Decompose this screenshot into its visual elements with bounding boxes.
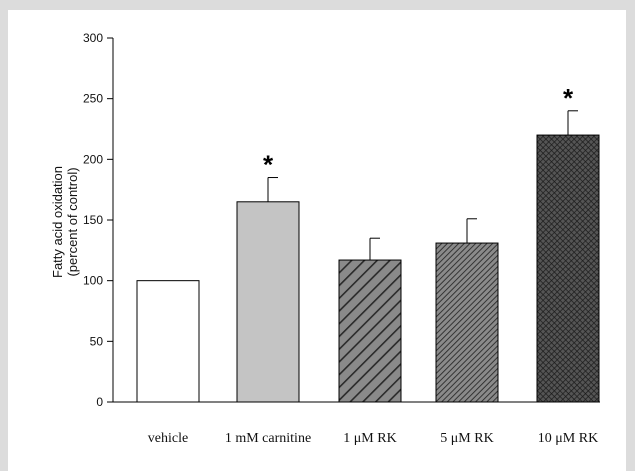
y-axis-title-line-2: (percent of control): [65, 167, 80, 276]
bar-vehicle: [136, 280, 200, 403]
y-tick-label: 250: [83, 92, 103, 106]
x-category-label-10-m-rk: 10 μM RK: [538, 431, 598, 446]
x-category-label-1-m-rk: 1 μM RK: [343, 431, 396, 446]
x-category-label-1-mm-carnitine: 1 mM carnitine: [225, 431, 311, 446]
y-axis-title: Fatty acid oxidation (percent of control…: [50, 166, 80, 278]
y-tick-label: 50: [90, 334, 104, 348]
y-tick-label: 0: [96, 395, 103, 409]
y-tick-label: 300: [83, 31, 103, 45]
significance-marker-10-m-rk: *: [563, 83, 574, 113]
bar-1-mm-carnitine: [236, 201, 300, 403]
bar-1-m-rk: [338, 259, 402, 403]
bar-10-m-rk: [536, 134, 600, 403]
bar-5-m-rk: [435, 242, 499, 403]
significance-marker-1-mm-carnitine: *: [263, 150, 274, 180]
y-tick-label: 100: [83, 274, 103, 288]
y-tick-label: 150: [83, 213, 103, 227]
chart-panel: [8, 10, 626, 471]
x-category-label-5-m-rk: 5 μM RK: [440, 431, 493, 446]
y-tick-label: 200: [83, 152, 103, 166]
x-category-label-vehicle: vehicle: [148, 431, 188, 446]
y-axis-title-line-1: Fatty acid oxidation: [50, 166, 65, 278]
plot-area: 0 50 100 150 200 250 300 vehicle * 1 mM carnitine…: [83, 31, 600, 446]
